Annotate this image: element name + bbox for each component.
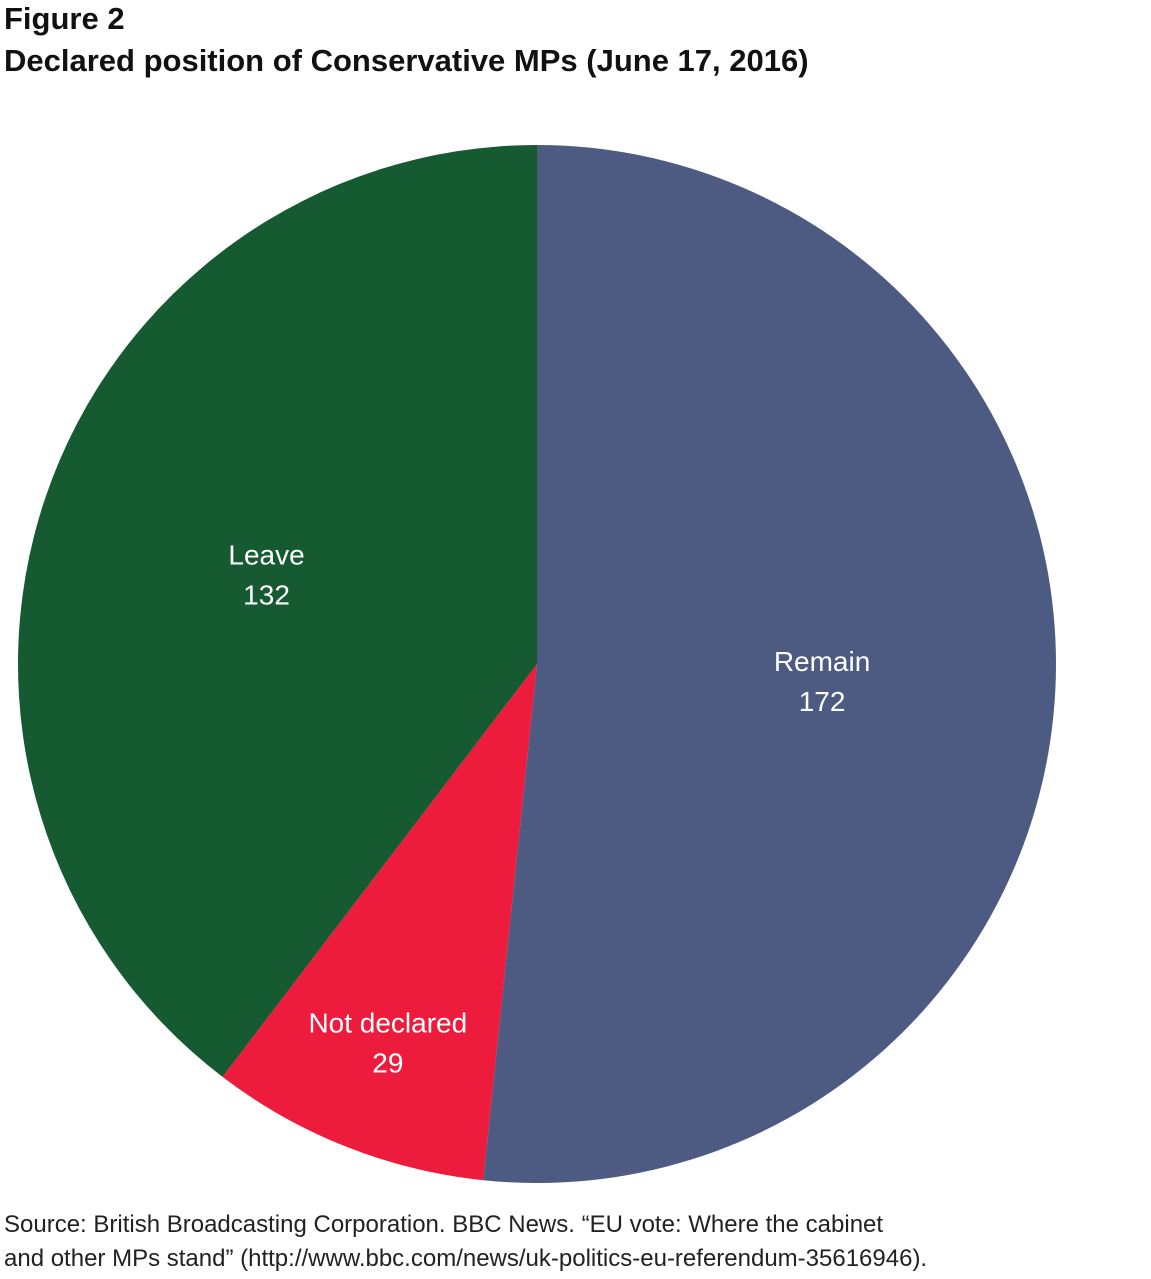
slice-label-not-declared: Not declared [308, 1007, 467, 1038]
pie-slice-remain [483, 145, 1057, 1183]
source-note: Source: British Broadcasting Corporation… [4, 1208, 1149, 1276]
pie-slice-not-declared [222, 664, 538, 1181]
slice-value-not-declared: 29 [372, 1047, 403, 1078]
slice-label-leave: Leave [228, 540, 304, 571]
source-line-2: and other MPs stand” (http://www.bbc.com… [4, 1245, 928, 1272]
pie-slice-leave [17, 145, 538, 1077]
slice-value-remain: 172 [799, 686, 846, 717]
chart-title: Declared position of Conservative MPs (J… [4, 43, 809, 78]
figure-label: Figure 2 [4, 1, 125, 36]
source-line-1: Source: British Broadcasting Corporation… [4, 1211, 884, 1238]
slice-value-leave: 132 [243, 580, 290, 611]
slice-label-remain: Remain [774, 646, 870, 677]
